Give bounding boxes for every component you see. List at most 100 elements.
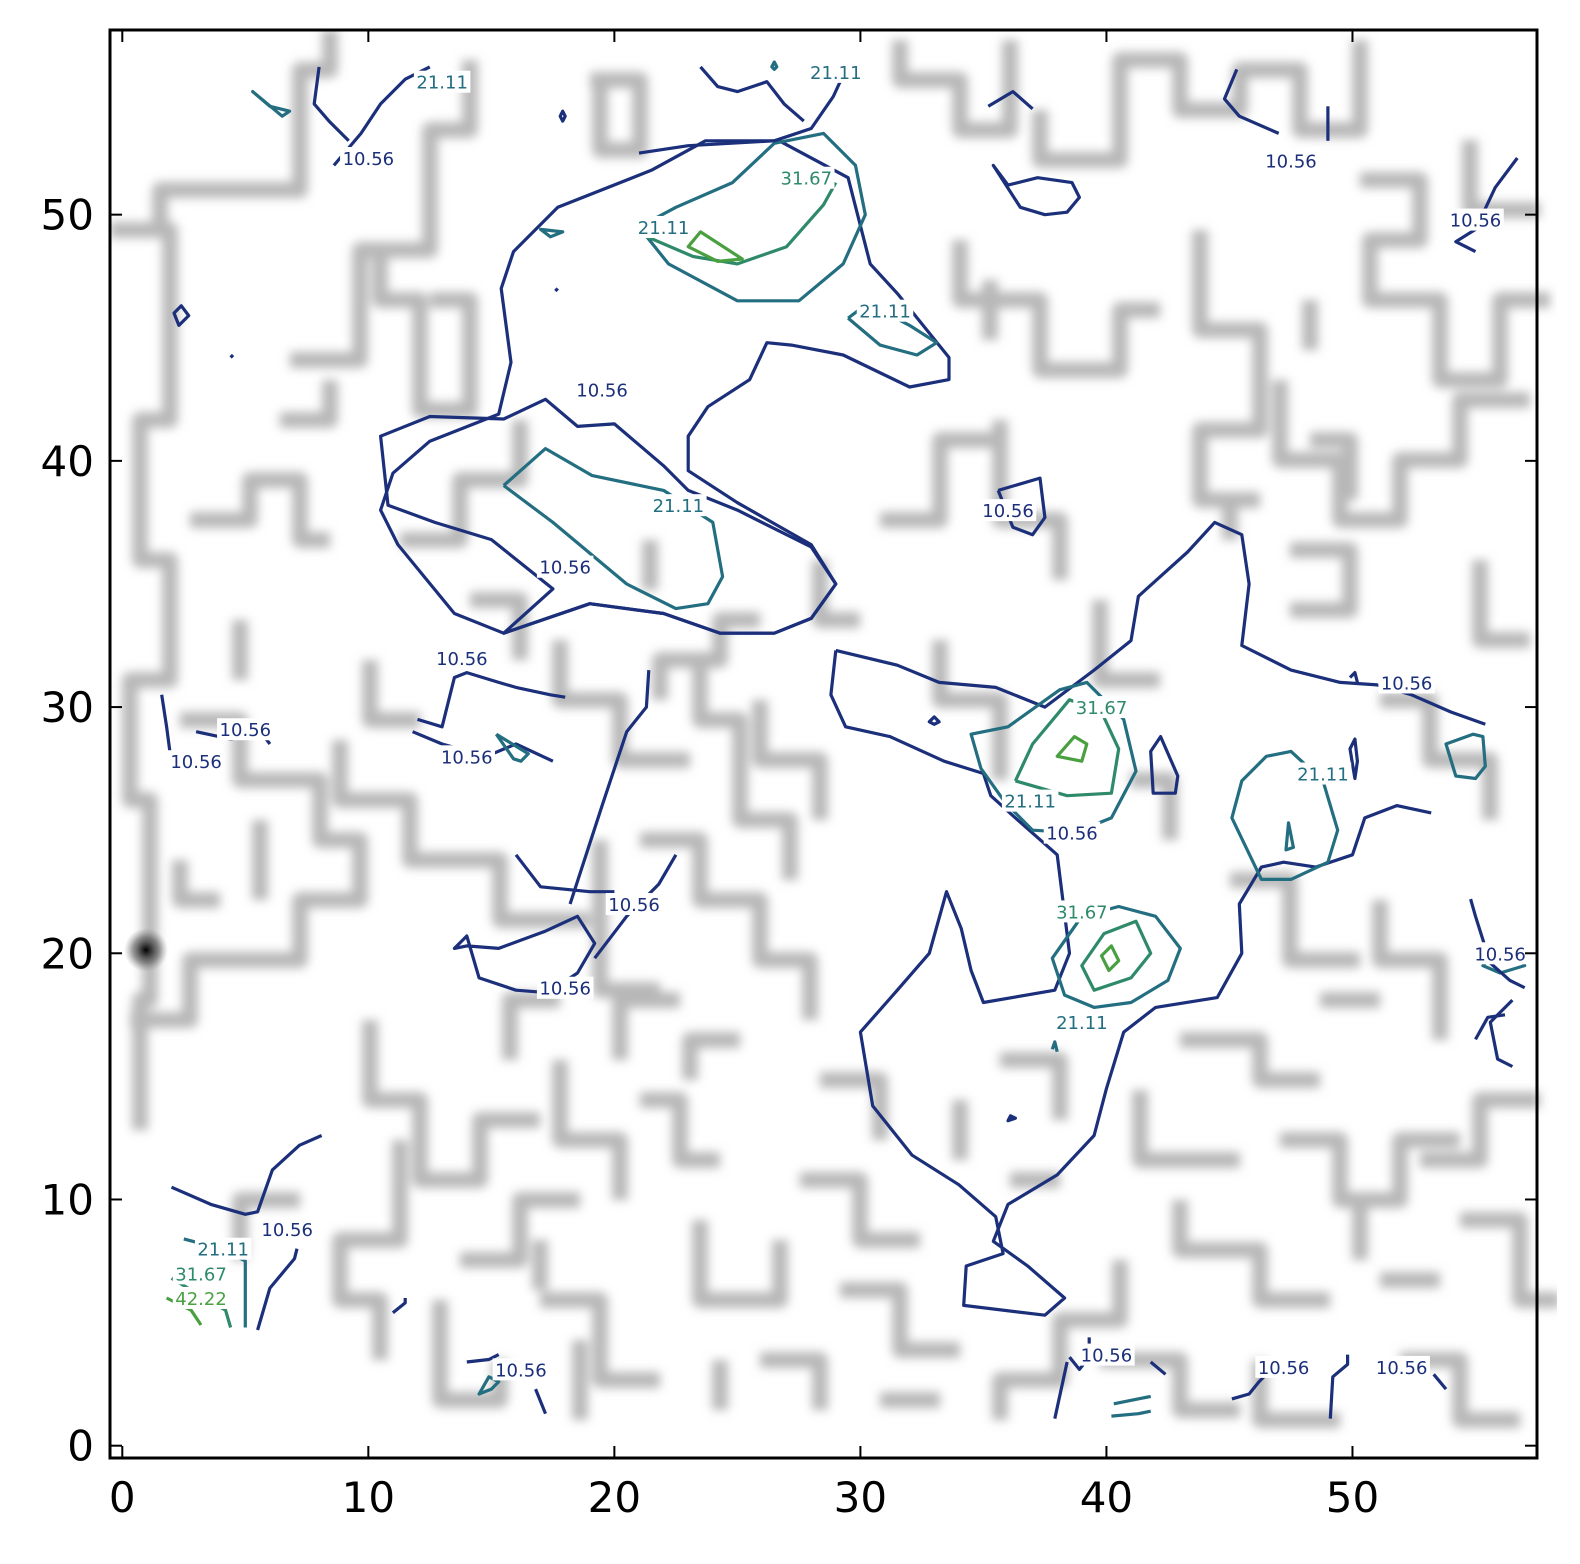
contour-label-bg-3 bbox=[1262, 149, 1320, 172]
contour-line-50 bbox=[1231, 1375, 1266, 1401]
contour-line-40 bbox=[1444, 732, 1487, 781]
contour-label-30: 10.56 bbox=[495, 1360, 547, 1381]
contour-label-bg-19 bbox=[1001, 789, 1059, 812]
contour-labels: 21.11 21.11 10.56 10.56 10.56 31.67 21.11 21.11… bbox=[167, 60, 1529, 1381]
contour-line-1 bbox=[379, 139, 951, 635]
contour-label-32: 10.56 bbox=[1258, 1358, 1310, 1379]
contour-label-bg-13 bbox=[1378, 671, 1435, 694]
contour-label-6: 21.11 bbox=[638, 218, 690, 239]
contour-label-17: 10.56 bbox=[170, 752, 222, 773]
y-tick-label-40: 40 bbox=[41, 437, 94, 486]
contour-label-14: 31.67 bbox=[1076, 698, 1128, 719]
x-tick-label-0: 0 bbox=[109, 1473, 136, 1522]
axis-ticks bbox=[110, 30, 1537, 1458]
contour-line-48 bbox=[1113, 1394, 1152, 1406]
contour-label-bg-26 bbox=[258, 1218, 316, 1241]
contour-line-4 bbox=[640, 181, 838, 266]
contour-label-23: 10.56 bbox=[1474, 944, 1526, 965]
contour-label-1: 21.11 bbox=[810, 63, 862, 84]
contour-line-17 bbox=[996, 476, 1047, 537]
contour-line-34 bbox=[699, 65, 805, 123]
y-tick-label-20: 20 bbox=[41, 929, 94, 978]
contour-label-bg-2 bbox=[340, 147, 397, 170]
contour-line-24 bbox=[170, 1134, 323, 1216]
contour-line-33 bbox=[638, 63, 850, 155]
contour-label-bg-30 bbox=[492, 1358, 550, 1381]
contour-label-10: 10.56 bbox=[982, 501, 1034, 522]
contour-line-66 bbox=[927, 715, 941, 726]
contour-line-63 bbox=[251, 90, 292, 118]
contour-line-62 bbox=[770, 60, 779, 71]
contour-line-21 bbox=[452, 914, 597, 995]
contour-line-22 bbox=[568, 669, 651, 905]
contour-label-bg-8 bbox=[573, 378, 631, 401]
plot-frame bbox=[108, 28, 1539, 1460]
contour-line-36 bbox=[987, 90, 1034, 111]
contour-line-67 bbox=[1348, 737, 1359, 781]
contour-line-7 bbox=[835, 520, 1486, 726]
x-tick-label-40: 40 bbox=[1080, 1473, 1133, 1522]
contour-line-59 bbox=[554, 287, 559, 293]
axis-tick-labels: 0 10 20 30 40 50 0 10 20 30 40 50 bbox=[41, 191, 1380, 1522]
contour-label-bg-11 bbox=[536, 555, 594, 578]
y-tick-label-30: 30 bbox=[41, 683, 94, 732]
contour-label-bg-4 bbox=[1447, 208, 1504, 231]
contour-label-bg-12 bbox=[433, 646, 491, 669]
contour-line-58 bbox=[229, 353, 235, 359]
contour-line-25 bbox=[256, 1248, 299, 1331]
contour-line-2 bbox=[502, 447, 725, 611]
contour-label-bg-9 bbox=[650, 494, 707, 517]
contour-label-bg-28 bbox=[172, 1262, 230, 1285]
contour-line-20 bbox=[514, 853, 615, 894]
contour-label-15: 10.56 bbox=[220, 720, 272, 741]
contour-label-bg-33 bbox=[1373, 1355, 1430, 1378]
contour-line-37 bbox=[1222, 68, 1280, 135]
contour-label-bg-15 bbox=[217, 718, 274, 741]
contour-label-25: 21.11 bbox=[1056, 1013, 1108, 1034]
contour-label-18: 21.11 bbox=[1297, 765, 1349, 786]
contour-line-11 bbox=[1055, 735, 1089, 763]
contour-line-3 bbox=[637, 131, 867, 303]
x-tick-label-10: 10 bbox=[342, 1473, 395, 1522]
contour-label-bg-24 bbox=[536, 976, 594, 999]
contour-line-44 bbox=[1474, 1013, 1506, 1041]
contour-label-0: 21.11 bbox=[416, 73, 468, 94]
contour-label-8: 10.56 bbox=[576, 380, 628, 401]
contour-line-10 bbox=[1013, 698, 1121, 798]
y-tick-label-0: 0 bbox=[67, 1422, 94, 1471]
contour-label-bg-22 bbox=[1053, 900, 1111, 923]
contour-label-27: 21.11 bbox=[197, 1240, 249, 1261]
x-tick-label-20: 20 bbox=[588, 1473, 641, 1522]
contour-line-65 bbox=[1284, 821, 1295, 852]
x-tick-label-30: 30 bbox=[834, 1473, 887, 1522]
contour-label-22: 31.67 bbox=[1056, 902, 1108, 923]
contour-label-bg-5 bbox=[778, 166, 835, 189]
contour-line-68 bbox=[1348, 671, 1359, 683]
contour-label-26: 10.56 bbox=[261, 1220, 313, 1241]
contour-line-52 bbox=[1432, 1373, 1448, 1391]
contour-label-5: 31.67 bbox=[781, 169, 833, 190]
contour-label-bg-7 bbox=[856, 299, 914, 322]
contour-line-16 bbox=[1149, 735, 1180, 795]
contour-label-bg-29 bbox=[172, 1286, 230, 1309]
contour-label-24: 10.56 bbox=[539, 979, 591, 1000]
x-tick-label-50: 50 bbox=[1326, 1473, 1379, 1522]
contour-label-2: 10.56 bbox=[343, 149, 395, 170]
contour-label-bg-14 bbox=[1073, 696, 1130, 719]
contour-line-57 bbox=[172, 304, 191, 327]
contour-label-33: 10.56 bbox=[1376, 1358, 1428, 1379]
contour-line-43 bbox=[1488, 998, 1514, 1068]
contour-label-21: 10.56 bbox=[608, 895, 660, 916]
plot-background bbox=[110, 30, 1557, 1458]
contour-line-47 bbox=[1111, 1409, 1152, 1418]
contour-line-18 bbox=[417, 671, 566, 729]
contour-label-29: 42.22 bbox=[175, 1289, 227, 1310]
contour-label-bg-32 bbox=[1255, 1355, 1312, 1378]
contour-label-bg-31 bbox=[1078, 1343, 1135, 1366]
contour-line-35 bbox=[991, 163, 1081, 217]
contour-line-64 bbox=[494, 732, 530, 763]
contour-label-16: 10.56 bbox=[441, 747, 493, 768]
contour-label-7: 21.11 bbox=[859, 302, 911, 323]
contour-label-bg-17 bbox=[167, 750, 225, 773]
